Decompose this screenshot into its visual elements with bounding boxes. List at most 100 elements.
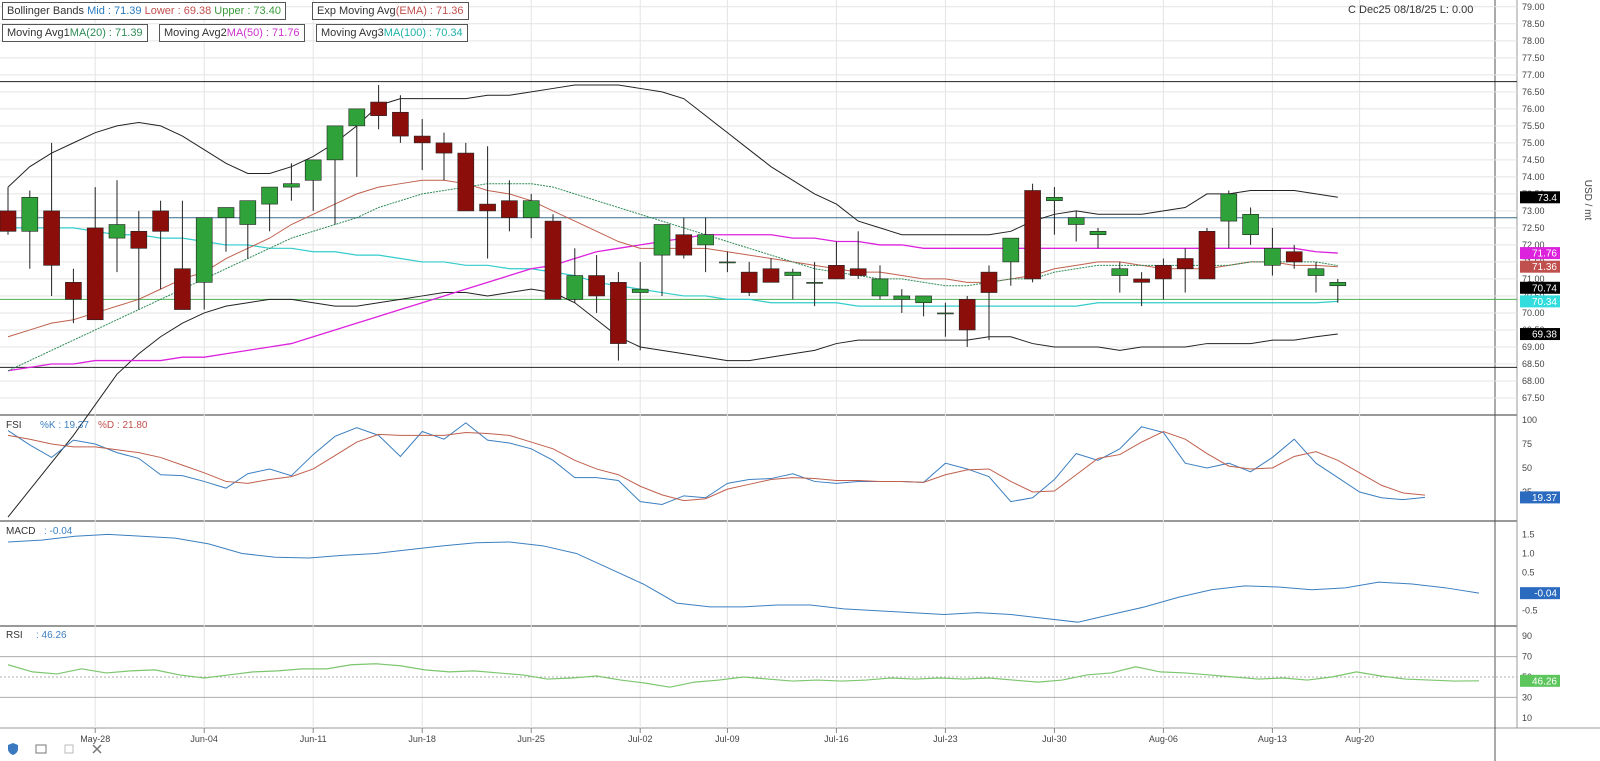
- stochastic-label: %D : 21.80: [98, 420, 148, 431]
- x-tick-label: Jul-02: [628, 734, 653, 744]
- candle-body: [1002, 237, 1020, 263]
- candle-body: [610, 282, 627, 344]
- legend-text: Mid : 71.39: [87, 5, 142, 17]
- legend-0[interactable]: Bollinger Bands Mid : 71.39 Lower : 69.3…: [2, 2, 286, 20]
- candle-body: [370, 101, 387, 116]
- ema-line: [7, 179, 1338, 338]
- legend-text: Moving Avg1: [7, 27, 70, 39]
- y-tick-label: 68.50: [1522, 359, 1545, 369]
- y-tick-label: 73.00: [1522, 206, 1545, 216]
- stochastic-value-tag-label: 19.37: [1532, 493, 1557, 504]
- price-value-tag: [1520, 247, 1560, 260]
- stochastic-k-line: [7, 422, 1426, 505]
- ma100-line: [8, 227, 1338, 307]
- stochastic-title: FSI: [6, 420, 22, 431]
- price-value-tag-label: 69.38: [1532, 330, 1557, 341]
- candle-body: [958, 299, 976, 331]
- y-tick-label: 69.00: [1522, 342, 1545, 352]
- legend-text: Bollinger Bands: [7, 5, 88, 17]
- x-tick-label: Jun-18: [408, 734, 436, 744]
- candle-body: [762, 268, 780, 283]
- legend-text: (EMA) : 71.36: [395, 5, 464, 17]
- candle-body: [1176, 258, 1194, 270]
- candle-body: [21, 196, 39, 232]
- macd-label: : -0.04: [44, 526, 73, 537]
- status-text: C Dec25 08/18/25 L: 0.00: [1348, 4, 1474, 16]
- x-tick-label: Jun-25: [517, 734, 545, 744]
- candle-body: [152, 210, 169, 232]
- legend-text: Exp Moving Avg: [317, 5, 396, 17]
- candle-body: [719, 261, 736, 264]
- legend-text: MA(100) : 70.34: [383, 27, 463, 39]
- y-tick-label: 70: [1522, 652, 1532, 662]
- window-icon[interactable]: [34, 742, 48, 756]
- candle-body: [849, 268, 867, 276]
- candle-body: [413, 135, 431, 144]
- price-value-tag: [1520, 328, 1560, 341]
- y-tick-label: 75: [1522, 439, 1532, 449]
- candle-body: [1198, 231, 1216, 280]
- price-value-tag-label: 71.76: [1532, 249, 1557, 260]
- x-tick-label: Aug-13: [1258, 734, 1287, 744]
- candle-body: [566, 275, 584, 300]
- candle-body: [261, 186, 278, 205]
- square-icon[interactable]: [62, 742, 76, 756]
- macd-value-tag-label: -0.04: [1534, 589, 1557, 600]
- y-tick-label: 0.5: [1522, 568, 1535, 578]
- candle-body: [697, 234, 714, 246]
- stochastic-value-tag: [1520, 491, 1560, 504]
- y-tick-label: 75.50: [1522, 121, 1545, 131]
- legend-text: MA(50) : 71.76: [226, 27, 300, 39]
- x-tick-label: May-28: [80, 734, 110, 744]
- candle-body: [65, 282, 82, 300]
- y-tick-label: 50: [1522, 463, 1532, 473]
- candle-body: [588, 275, 605, 297]
- candle-body: [1024, 190, 1041, 280]
- legend-text: MA(20) : 71.39: [69, 27, 143, 39]
- legend-2[interactable]: Moving Avg1MA(20) : 71.39: [2, 24, 148, 42]
- y-tick-label: 72.00: [1522, 240, 1545, 250]
- candle-body: [631, 288, 649, 293]
- close-icon[interactable]: [90, 742, 104, 756]
- rsi-value-tag: [1520, 674, 1560, 687]
- legend-text: Upper : 73.40: [211, 5, 281, 17]
- y-tick-label: 76.00: [1522, 104, 1545, 114]
- legend-1[interactable]: Exp Moving Avg(EMA) : 71.36: [312, 2, 469, 20]
- candle-body: [130, 231, 148, 249]
- ma20-line: [7, 183, 1338, 372]
- candle-body: [1046, 196, 1063, 201]
- candle-body: [544, 220, 562, 300]
- candle-body: [871, 278, 889, 297]
- candle-body: [348, 108, 366, 127]
- candle-body: [806, 282, 823, 284]
- bottom-toolbar: [6, 742, 104, 756]
- legend-4[interactable]: Moving Avg3MA(100) : 70.34: [316, 24, 468, 42]
- y-tick-label: 68.00: [1522, 376, 1545, 386]
- macd-line: [7, 533, 1480, 623]
- candle-body: [1111, 268, 1129, 276]
- candle-body: [174, 268, 191, 310]
- y-tick-label: 1.0: [1522, 548, 1535, 558]
- price-value-tag: [1520, 281, 1560, 294]
- candle-body: [1133, 278, 1150, 283]
- candle-body: [740, 271, 758, 293]
- candle-body: [43, 210, 60, 266]
- candle-body: [479, 203, 496, 212]
- candle-body: [653, 224, 671, 256]
- candle-body: [1155, 265, 1172, 280]
- legend-3[interactable]: Moving Avg2MA(50) : 71.76: [159, 24, 305, 42]
- legend-text: Moving Avg3: [321, 27, 384, 39]
- x-tick-label: Jun-11: [300, 734, 327, 744]
- candle-body: [675, 234, 693, 256]
- price-value-tag-label: 70.34: [1532, 297, 1557, 308]
- ma50-line: [7, 234, 1338, 372]
- y-tick-label: 71.00: [1522, 274, 1545, 284]
- y-tick-label: 75.00: [1522, 138, 1545, 148]
- shield-icon[interactable]: [6, 742, 20, 756]
- candle-body: [1307, 268, 1325, 276]
- candle-body: [1242, 214, 1259, 236]
- y-tick-label: 77.50: [1522, 53, 1545, 63]
- y-tick-label: 10: [1522, 713, 1532, 723]
- candle-body: [0, 210, 17, 232]
